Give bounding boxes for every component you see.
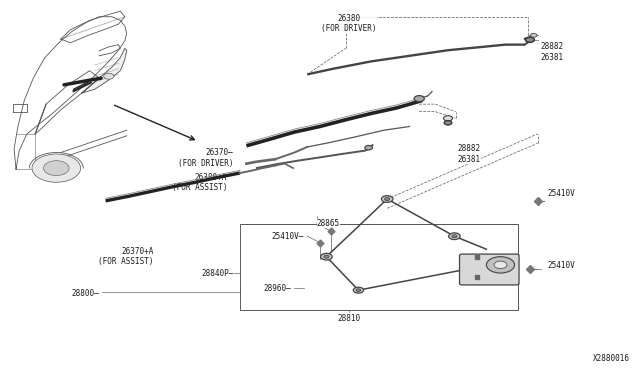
Text: 26370─
(FOR DRIVER): 26370─ (FOR DRIVER) [178,148,234,168]
Text: 28960─: 28960─ [264,284,291,293]
Text: 26370+A
(FOR ASSIST): 26370+A (FOR ASSIST) [98,247,154,266]
Text: 28840P─: 28840P─ [201,269,234,278]
Text: 28810: 28810 [337,314,360,323]
Text: 28800─: 28800─ [72,289,99,298]
Circle shape [449,233,460,240]
Text: 26381: 26381 [541,53,564,62]
Circle shape [32,154,81,182]
Circle shape [525,37,534,42]
Text: X2880016: X2880016 [593,354,630,363]
Circle shape [44,161,69,176]
Text: 28865: 28865 [317,219,340,228]
Bar [240,224,518,310]
Circle shape [365,145,372,150]
Text: 25410V: 25410V [547,189,575,198]
Circle shape [385,198,390,201]
Circle shape [444,116,452,121]
Circle shape [324,255,329,258]
Text: 26380+A
(FOR ASSIST): 26380+A (FOR ASSIST) [172,173,227,192]
Text: 28882: 28882 [541,42,564,51]
Circle shape [494,261,507,269]
Text: 25410V─: 25410V─ [271,232,304,241]
Circle shape [452,235,457,238]
Circle shape [444,121,452,125]
Text: 26381: 26381 [458,155,481,164]
Circle shape [486,257,515,273]
Circle shape [104,73,114,79]
Circle shape [356,289,361,292]
Text: 28882: 28882 [458,144,481,153]
Circle shape [381,196,393,202]
Text: 25410V: 25410V [547,262,575,270]
Text: 26380
(FOR DRIVER): 26380 (FOR DRIVER) [321,14,376,33]
Circle shape [353,287,364,293]
Circle shape [414,96,424,102]
Circle shape [321,253,332,260]
Polygon shape [82,48,127,93]
FancyBboxPatch shape [460,254,519,285]
Circle shape [531,33,537,37]
